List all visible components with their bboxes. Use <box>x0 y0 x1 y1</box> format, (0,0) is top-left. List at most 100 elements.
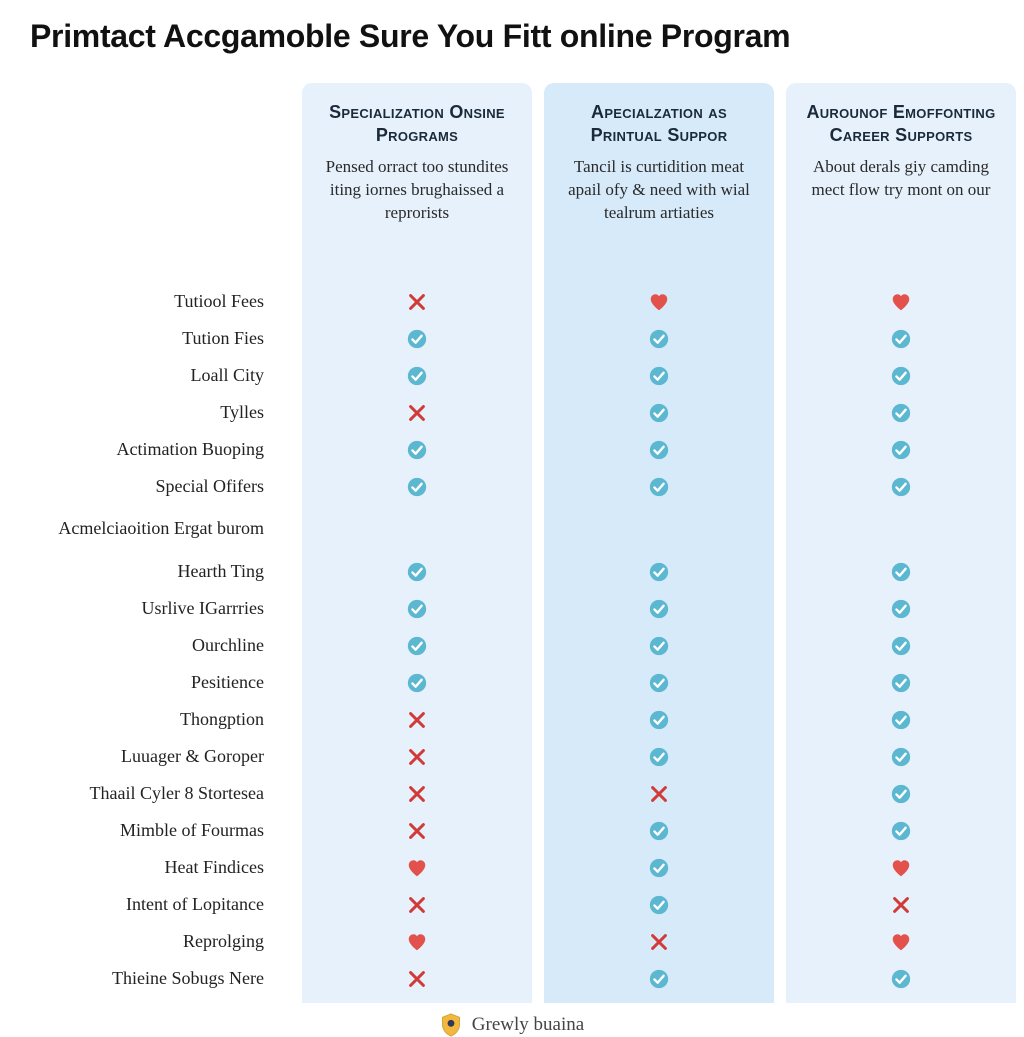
check-icon <box>648 635 670 657</box>
table-cell <box>562 738 756 775</box>
cross-icon <box>406 894 428 916</box>
table-cell <box>804 627 998 664</box>
heart-icon <box>890 857 912 879</box>
cross-icon <box>890 894 912 916</box>
plan-column-3-desc: About derals giy camding mect flow try m… <box>804 156 998 202</box>
table-cell <box>320 775 514 812</box>
table-cell <box>562 394 756 431</box>
table-cell <box>320 960 514 997</box>
row-label: Acmelciaoition Ergat burom <box>30 505 290 553</box>
check-icon <box>890 402 912 424</box>
table-cell <box>562 627 756 664</box>
row-label: Heat Findices <box>30 849 290 886</box>
cross-icon <box>406 783 428 805</box>
check-icon <box>406 476 428 498</box>
table-cell <box>804 738 998 775</box>
table-cell <box>562 357 756 394</box>
check-icon <box>648 476 670 498</box>
plan-column-2-header: Apecialzation as Printual Suppor Tancil … <box>562 101 756 283</box>
check-icon <box>890 561 912 583</box>
row-label: Loall City <box>30 357 290 394</box>
table-cell <box>320 505 514 553</box>
row-labels-column: Tutiool FeesTution FiesLoall CityTyllesA… <box>30 83 290 1003</box>
plan-column-1-title: Specialization Onsine Programs <box>320 101 514 146</box>
row-label: Tylles <box>30 394 290 431</box>
check-icon <box>890 672 912 694</box>
table-cell <box>804 505 998 553</box>
check-icon <box>406 598 428 620</box>
cross-icon <box>406 968 428 990</box>
check-icon <box>648 672 670 694</box>
check-icon <box>648 894 670 916</box>
row-label: Usrlive IGarrries <box>30 590 290 627</box>
table-cell <box>562 664 756 701</box>
check-icon <box>648 746 670 768</box>
check-icon <box>890 328 912 350</box>
table-cell <box>320 431 514 468</box>
table-cell <box>804 960 998 997</box>
check-icon <box>890 968 912 990</box>
check-icon <box>406 561 428 583</box>
table-cell <box>320 468 514 505</box>
heart-icon <box>406 931 428 953</box>
check-icon <box>890 709 912 731</box>
check-icon <box>648 561 670 583</box>
row-label: Intent of Lopitance <box>30 886 290 923</box>
row-label: Mimble of Fourmas <box>30 812 290 849</box>
table-cell <box>804 590 998 627</box>
table-cell <box>562 812 756 849</box>
plan-column-2: Apecialzation as Printual Suppor Tancil … <box>544 83 774 1003</box>
table-cell <box>562 431 756 468</box>
plan-column-3-title: Aurounof Emoffonting Career Supports <box>804 101 998 146</box>
table-cell <box>562 960 756 997</box>
check-icon <box>648 968 670 990</box>
table-cell <box>562 320 756 357</box>
check-icon <box>406 439 428 461</box>
table-cell <box>562 468 756 505</box>
row-label: Pesitience <box>30 664 290 701</box>
table-cell <box>804 664 998 701</box>
table-cell <box>804 849 998 886</box>
table-cell <box>320 320 514 357</box>
table-cell <box>562 775 756 812</box>
table-cell <box>320 283 514 320</box>
check-icon <box>406 328 428 350</box>
check-icon <box>890 783 912 805</box>
plan-column-3: Aurounof Emoffonting Career Supports Abo… <box>786 83 1016 1003</box>
cross-icon <box>406 709 428 731</box>
table-cell <box>804 775 998 812</box>
plan-column-2-title: Apecialzation as Printual Suppor <box>562 101 756 146</box>
row-label: Thieine Sobugs Nere <box>30 960 290 997</box>
row-label: Special Ofifers <box>30 468 290 505</box>
table-cell <box>562 553 756 590</box>
cross-icon <box>406 746 428 768</box>
check-icon <box>890 598 912 620</box>
check-icon <box>890 635 912 657</box>
check-icon <box>406 365 428 387</box>
table-cell <box>562 283 756 320</box>
row-label: Ourchline <box>30 627 290 664</box>
table-cell <box>320 627 514 664</box>
table-cell <box>804 394 998 431</box>
table-cell <box>320 738 514 775</box>
cross-icon <box>406 820 428 842</box>
plan-column-1: Specialization Onsine Programs Pensed or… <box>302 83 532 1003</box>
plan-column-2-desc: Tancil is curtidition meat apail ofy & n… <box>562 156 756 225</box>
table-cell <box>804 886 998 923</box>
row-label: Luuager & Goroper <box>30 738 290 775</box>
table-cell <box>562 886 756 923</box>
table-cell <box>804 431 998 468</box>
row-label: Tutiool Fees <box>30 283 290 320</box>
check-icon <box>890 476 912 498</box>
table-cell <box>320 553 514 590</box>
table-cell <box>804 357 998 394</box>
table-cell <box>320 923 514 960</box>
cross-icon <box>648 931 670 953</box>
row-label: Thaail Cyler 8 Stortesea <box>30 775 290 812</box>
table-cell <box>320 812 514 849</box>
check-icon <box>406 672 428 694</box>
plan-column-3-header: Aurounof Emoffonting Career Supports Abo… <box>804 101 998 283</box>
row-label: Hearth Ting <box>30 553 290 590</box>
check-icon <box>890 365 912 387</box>
check-icon <box>648 857 670 879</box>
